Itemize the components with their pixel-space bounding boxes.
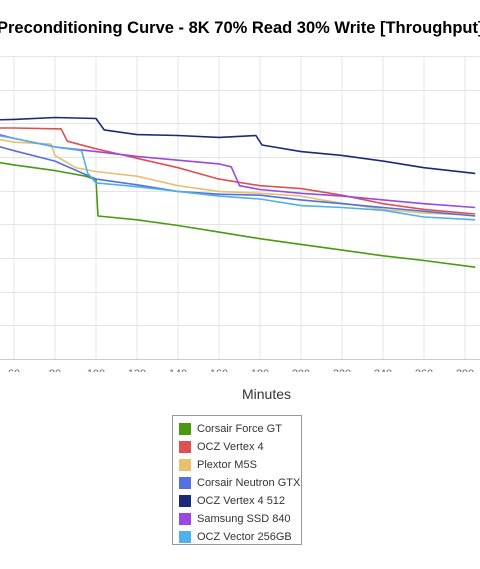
- x-tick-label: 260: [415, 368, 433, 372]
- series-line-5: [0, 116, 476, 175]
- x-tick-label: 140: [169, 368, 187, 372]
- x-tick-label: 80: [49, 368, 61, 372]
- chart-title-text: Preconditioning Curve - 8K 70% Read 30% …: [0, 19, 480, 37]
- legend-label: Plextor M5S: [197, 459, 257, 471]
- legend-item[interactable]: OCZ Vertex 4 512: [179, 492, 301, 510]
- x-tick-label: 180: [251, 368, 269, 372]
- series-line-7: [0, 134, 476, 221]
- legend-label: Corsair Force GT: [197, 423, 282, 435]
- legend: Corsair Force GT OCZ Vertex 4 Plextor M5S C…: [172, 415, 302, 545]
- series-line-1: [0, 161, 476, 268]
- legend-swatch: [179, 477, 191, 489]
- x-tick-label: 160: [210, 368, 228, 372]
- x-tick-label: 220: [333, 368, 351, 372]
- legend-swatch: [179, 423, 191, 435]
- legend-swatch: [179, 441, 191, 453]
- x-tick-label: 200: [292, 368, 310, 372]
- legend-label: OCZ Vertex 4 512: [197, 495, 286, 507]
- x-tick-labels: 60 80 100 120 140 160 180 200 220 240 260 280: [8, 368, 474, 372]
- series-lines: [0, 116, 476, 268]
- series-line-4: [0, 145, 476, 217]
- legend-item[interactable]: OCZ Vector 256GB: [179, 528, 301, 546]
- x-tick-label: 280: [456, 368, 474, 372]
- legend-label: Corsair Neutron GTX: [197, 477, 301, 489]
- legend-item[interactable]: Corsair Neutron GTX: [179, 474, 301, 492]
- legend-swatch: [179, 495, 191, 507]
- plot-area: 60 80 100 120 140 160 180 200 220 240 260 280: [0, 56, 480, 372]
- legend-swatch: [179, 459, 191, 471]
- chart-title: Preconditioning Curve - 8K 70% Read 30% …: [0, 19, 480, 41]
- legend-item[interactable]: Corsair Force GT: [179, 420, 301, 438]
- legend-swatch: [179, 513, 191, 525]
- legend-item[interactable]: Samsung SSD 840: [179, 510, 301, 528]
- legend-label: OCZ Vector 256GB: [197, 531, 292, 543]
- x-tick-label: 100: [87, 368, 105, 372]
- legend-label: OCZ Vertex 4: [197, 441, 264, 453]
- legend-item[interactable]: OCZ Vertex 4: [179, 438, 301, 456]
- legend-label: Samsung SSD 840: [197, 513, 291, 525]
- x-axis-label: Minutes: [241, 386, 292, 402]
- legend-swatch: [179, 531, 191, 543]
- series-line-3: [0, 138, 476, 216]
- x-tick-label: 60: [8, 368, 20, 372]
- x-tick-label: 240: [374, 368, 392, 372]
- x-tick-label: 120: [128, 368, 146, 372]
- series-line-2: [0, 127, 476, 215]
- legend-item[interactable]: Plextor M5S: [179, 456, 301, 474]
